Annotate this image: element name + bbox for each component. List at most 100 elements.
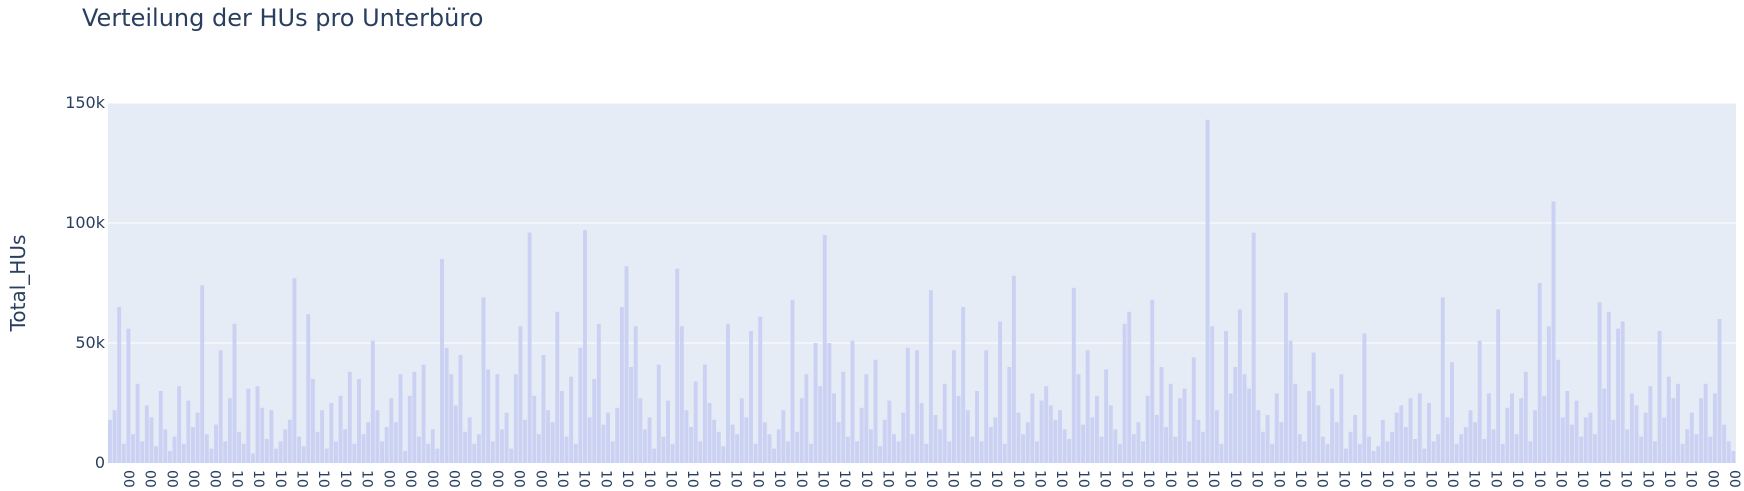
bar (1007, 367, 1012, 463)
bar (993, 417, 998, 463)
bar (440, 259, 444, 463)
bar (121, 443, 126, 463)
bar (250, 453, 255, 463)
bar (112, 410, 117, 463)
bar (873, 359, 878, 463)
bar (1551, 201, 1556, 463)
bar (827, 343, 832, 463)
bar (772, 448, 777, 463)
bar (1519, 398, 1524, 463)
bar (1081, 424, 1086, 463)
bar (1431, 441, 1436, 463)
bar (1224, 331, 1228, 463)
bar (1205, 119, 1210, 464)
bar (417, 436, 421, 463)
bar (951, 350, 956, 463)
bar (463, 431, 468, 463)
x-tick-label: 10 (1466, 470, 1482, 488)
x-tick-label: 00 (1726, 470, 1742, 488)
x-tick-label: 10 (337, 470, 353, 488)
bar (1514, 434, 1519, 463)
bar (675, 268, 680, 463)
bar (698, 441, 703, 463)
bar (790, 299, 795, 463)
bar (1353, 415, 1358, 463)
bar (619, 307, 624, 463)
bar (1390, 431, 1395, 463)
bar (1694, 434, 1699, 463)
bar (237, 431, 242, 463)
bar (1154, 415, 1159, 463)
bar (536, 434, 541, 463)
bar (389, 398, 394, 463)
bar (1076, 374, 1081, 463)
bar (1242, 374, 1247, 463)
bar (1588, 412, 1593, 463)
bar (1510, 393, 1514, 463)
x-tick-label: 10 (315, 470, 331, 488)
bar (154, 446, 159, 463)
bar (1556, 359, 1561, 463)
bar (1265, 415, 1270, 463)
bar (449, 374, 454, 463)
bar (1187, 441, 1192, 463)
x-tick-label: 10 (858, 470, 874, 488)
bar (1237, 309, 1242, 463)
bar (1150, 299, 1155, 463)
y-tick-label: 150k (65, 93, 106, 112)
bar (375, 410, 380, 463)
bar (679, 326, 684, 463)
bar (546, 410, 551, 463)
bar (532, 395, 537, 463)
bar (1648, 386, 1653, 463)
bar (140, 441, 145, 463)
x-tick-label: 00 (380, 470, 396, 488)
x-tick-label: 10 (1531, 470, 1547, 488)
x-tick-label: 10 (988, 470, 1004, 488)
bar (509, 448, 514, 463)
bar (320, 410, 325, 463)
bar (513, 374, 518, 463)
bar (656, 364, 661, 463)
bar (975, 391, 979, 463)
bar (559, 391, 564, 463)
bar (1260, 431, 1265, 463)
bar (486, 369, 491, 463)
bar (1367, 436, 1371, 463)
x-tick-label: 10 (793, 470, 809, 488)
bar (1500, 443, 1505, 463)
x-tick-label: 10 (1596, 470, 1612, 488)
bar (1505, 407, 1510, 463)
x-tick-label: 00 (142, 470, 158, 488)
bar (218, 350, 223, 463)
bar (642, 429, 647, 463)
x-tick-label: 10 (836, 470, 852, 488)
bar (500, 429, 504, 463)
x-tick-label: 10 (663, 470, 679, 488)
bar (638, 398, 643, 463)
bar (1565, 391, 1570, 463)
bar (1671, 398, 1676, 463)
bar (204, 434, 209, 463)
bar (149, 417, 154, 463)
bar (661, 436, 666, 463)
bar (1699, 398, 1704, 463)
bar (1486, 393, 1491, 463)
bar (1427, 403, 1431, 463)
bar (458, 355, 463, 463)
y-tick-label: 100k (65, 213, 106, 232)
x-tick-label: 10 (1162, 470, 1178, 488)
bar (1477, 340, 1482, 463)
bar (1131, 434, 1136, 463)
bar (352, 443, 357, 463)
bar (1251, 232, 1256, 463)
bar (758, 316, 763, 463)
bar-series (108, 119, 1736, 464)
bar (555, 311, 560, 463)
bar (1256, 410, 1261, 463)
bar (725, 323, 730, 463)
x-tick-label: 10 (1183, 470, 1199, 488)
bar (1569, 424, 1574, 463)
x-tick-label: 10 (1683, 470, 1699, 488)
bar (343, 429, 348, 463)
